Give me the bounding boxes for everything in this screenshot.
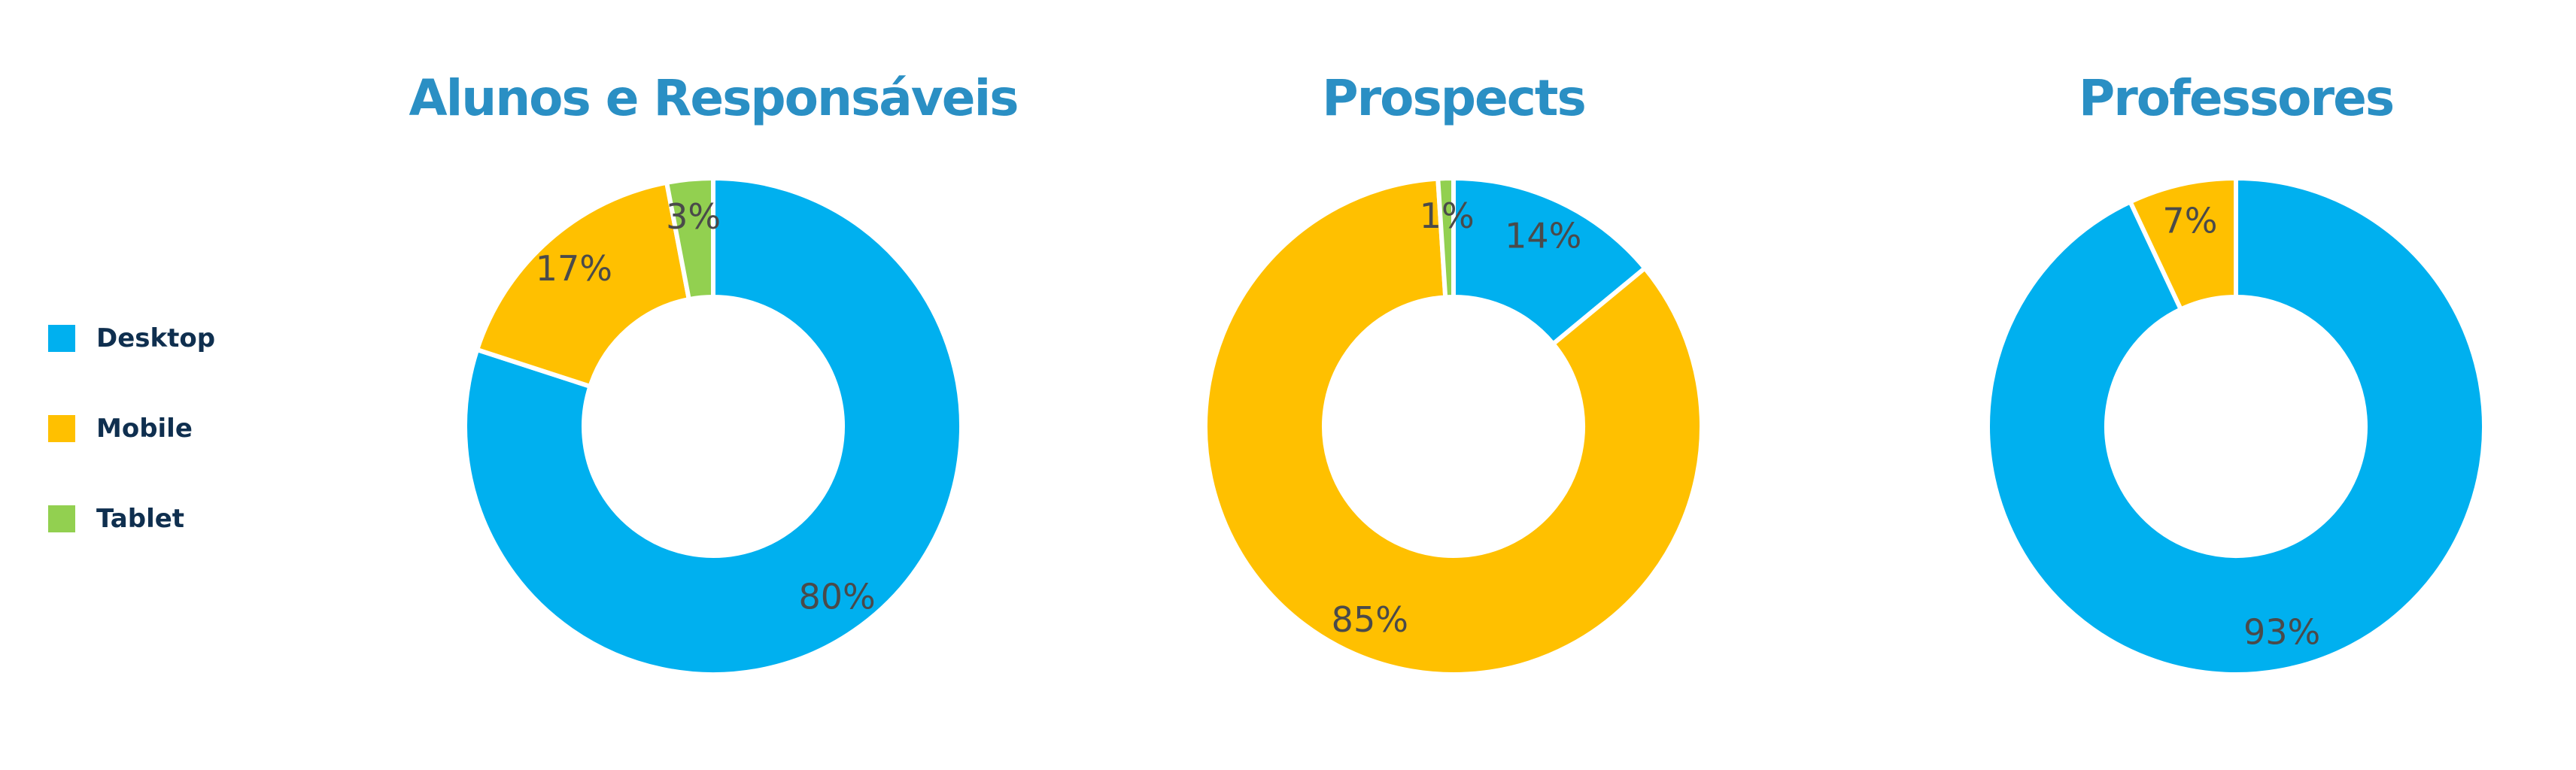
donut-svg-professores: 93% 7% [1985, 176, 2486, 677]
slice-desktop-alunos [463, 176, 964, 677]
slice-tablet-alunos [664, 176, 715, 302]
slice-label-mobile-prospects: 85% [1332, 599, 1408, 640]
chart-title-prospects: Prospects [1322, 69, 1587, 127]
slice-label-desktop-professores: 93% [2243, 611, 2320, 652]
slice-tablet-prospects [1435, 176, 1456, 300]
slice-mobile-prospects [1203, 176, 1704, 677]
legend-label-tablet: Tablet [96, 504, 185, 534]
slice-label-desktop-alunos: 80% [798, 577, 875, 617]
donut-chart-prospects: Prospects 14% 85% 1% [1077, 0, 1830, 770]
donut-svg-alunos: 80% 17% 3% [463, 176, 964, 677]
legend-label-mobile: Mobile [96, 414, 193, 444]
slice-mobile-professores [2128, 176, 2238, 312]
legend-swatch-desktop [48, 325, 75, 352]
legend-label-desktop: Desktop [96, 323, 216, 353]
legend-swatch-mobile [48, 415, 75, 442]
donut-chart-professores: Professores 93% 7% [1860, 0, 2576, 770]
legend-item-desktop: Desktop [48, 293, 215, 383]
legend: Desktop Mobile Tablet [48, 293, 215, 564]
legend-item-tablet: Tablet [48, 474, 215, 564]
slice-desktop-prospects [1451, 176, 1648, 347]
slice-label-mobile-alunos: 17% [536, 248, 612, 289]
slice-label-desktop-prospects: 14% [1505, 216, 1581, 256]
chart-title-alunos: Alunos e Responsáveis [409, 69, 1019, 127]
legend-swatch-tablet [48, 505, 75, 532]
legend-item-mobile: Mobile [48, 383, 215, 474]
donut-chart-alunos: Alunos e Responsáveis 80% 17% 3% [337, 0, 1089, 770]
slice-mobile-alunos [475, 180, 691, 389]
donut-svg-prospects: 14% 85% 1% [1203, 176, 1704, 677]
slice-label-tablet-alunos: 3% [666, 196, 721, 237]
slice-label-mobile-professores: 7% [2162, 201, 2217, 241]
slice-desktop-professores [1985, 176, 2486, 677]
slice-label-tablet-prospects: 1% [1420, 196, 1475, 236]
chart-title-professores: Professores [2078, 69, 2395, 127]
